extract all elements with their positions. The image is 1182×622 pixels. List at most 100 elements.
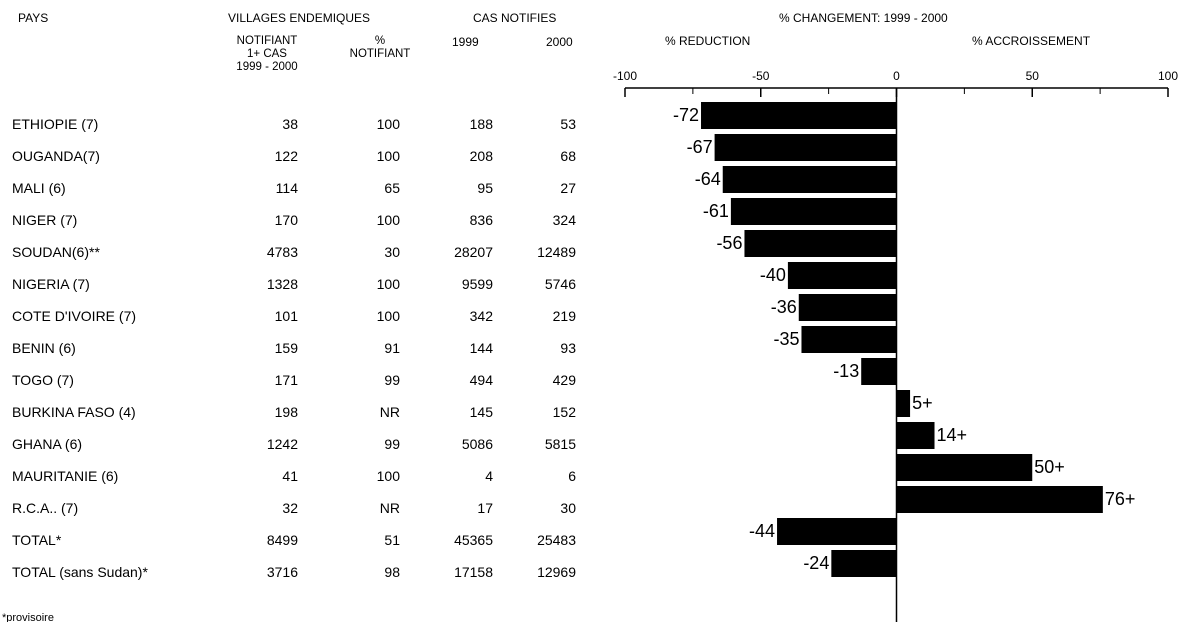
cell-2000: 12969 (537, 564, 576, 580)
header-notifiant: NOTIFIANT 1+ CAS 1999 - 2000 (222, 35, 312, 74)
cell-1999: 144 (469, 340, 493, 356)
bar-value-label: -24 (803, 553, 829, 573)
cell-1999: 145 (469, 404, 493, 420)
cell-notifiant: 198 (274, 404, 298, 420)
cell-pct-notifiant: 100 (376, 276, 400, 292)
cell-1999: 45365 (454, 532, 493, 548)
cell-pays: GHANA (6) (12, 436, 83, 452)
bar-value-label: -35 (773, 329, 799, 349)
cell-pct-notifiant: 99 (384, 372, 400, 388)
bar-value-label: -61 (703, 201, 729, 221)
cell-notifiant: 159 (274, 340, 298, 356)
bar-value-label: -40 (760, 265, 786, 285)
cell-1999: 494 (469, 372, 493, 388)
header-pct-notifiant-text: % NOTIFIANT (349, 35, 411, 60)
cell-2000: 6 (568, 468, 576, 484)
cell-2000: 93 (560, 340, 576, 356)
bar (777, 518, 897, 545)
header-col-2000: 2000 (546, 35, 573, 49)
cell-pays: NIGERIA (7) (12, 276, 90, 292)
cell-pays: MALI (6) (12, 180, 66, 196)
bar-value-label: -64 (695, 169, 721, 189)
bar-value-label: -72 (673, 105, 699, 125)
bar (831, 550, 897, 577)
bar-value-label: 5+ (912, 393, 933, 413)
bar-value-label: 50+ (1034, 457, 1065, 477)
header-notifiant-text: NOTIFIANT 1+ CAS 1999 - 2000 (236, 35, 298, 73)
bar (714, 134, 897, 161)
bar (722, 166, 897, 193)
cell-2000: 12489 (537, 244, 576, 260)
cell-pct-notifiant: NR (379, 500, 400, 516)
header-pays: PAYS (18, 11, 49, 25)
cell-1999: 342 (469, 308, 493, 324)
cell-pays: BENIN (6) (12, 340, 76, 356)
cell-1999: 95 (477, 180, 493, 196)
chart-title: % CHANGEMENT: 1999 - 2000 (779, 11, 948, 25)
cell-2000: 324 (552, 212, 576, 228)
x-tick-label: 50 (1026, 69, 1040, 83)
header-col-1999: 1999 (452, 35, 479, 49)
bar-value-label: -67 (687, 137, 713, 157)
bar (861, 358, 897, 385)
cell-notifiant: 8499 (266, 532, 298, 548)
cell-2000: 5815 (544, 436, 576, 452)
footnote: *provisoire (2, 612, 54, 622)
cell-notifiant: 122 (274, 148, 298, 164)
header-pct-notifiant: % NOTIFIANT (335, 35, 425, 61)
cell-1999: 836 (469, 212, 493, 228)
cell-pct-notifiant: 100 (376, 468, 400, 484)
cell-2000: 27 (560, 180, 576, 196)
bar (744, 230, 897, 257)
cell-pct-notifiant: 30 (384, 244, 400, 260)
cell-pays: TOTAL* (12, 532, 62, 548)
cell-pays: MAURITANIE (6) (12, 468, 119, 484)
cell-pct-notifiant: 91 (384, 340, 400, 356)
cell-pct-notifiant: 98 (384, 564, 400, 580)
cell-2000: 429 (552, 372, 576, 388)
bar-value-label: -44 (749, 521, 775, 541)
cell-2000: 25483 (537, 532, 576, 548)
bar (896, 454, 1033, 481)
cell-notifiant: 114 (275, 180, 298, 196)
cell-pays: R.C.A.. (7) (12, 500, 79, 516)
cell-1999: 5086 (461, 436, 493, 452)
bar (896, 486, 1103, 513)
cell-pays: TOGO (7) (12, 372, 74, 388)
cell-pct-notifiant: 99 (384, 436, 400, 452)
cell-pays: TOTAL (sans Sudan)* (12, 564, 148, 580)
cell-2000: 152 (552, 404, 576, 420)
bar (701, 102, 897, 129)
header-cas-group: CAS NOTIFIES (473, 11, 557, 25)
x-tick-label: 0 (893, 69, 900, 83)
cell-pct-notifiant: 51 (384, 532, 400, 548)
header-accroissement: % ACCROISSEMENT (972, 34, 1091, 48)
cell-pct-notifiant: 100 (376, 212, 400, 228)
bar (896, 422, 935, 449)
cell-2000: 68 (560, 148, 576, 164)
cell-1999: 28207 (454, 244, 493, 260)
header-villages-group: VILLAGES ENDEMIQUES (228, 11, 371, 25)
cell-notifiant: 101 (274, 308, 298, 324)
bar (801, 326, 897, 353)
cell-pct-notifiant: 100 (376, 148, 400, 164)
cell-pct-notifiant: 100 (376, 116, 400, 132)
cell-2000: 5746 (544, 276, 576, 292)
cell-pct-notifiant: 100 (376, 308, 400, 324)
cell-1999: 188 (469, 116, 493, 132)
bar (896, 390, 911, 417)
x-tick-label: -100 (613, 69, 637, 83)
cell-1999: 9599 (461, 276, 493, 292)
bar-value-label: 14+ (937, 425, 968, 445)
cell-notifiant: 170 (274, 212, 298, 228)
bar (798, 294, 897, 321)
cell-pays: BURKINA FASO (4) (12, 404, 136, 420)
cell-notifiant: 4783 (266, 244, 298, 260)
cell-pays: OUGANDA(7) (12, 148, 100, 164)
cell-notifiant: 171 (274, 372, 298, 388)
cell-pct-notifiant: 65 (384, 180, 400, 196)
header-reduction: % REDUCTION (665, 34, 751, 48)
cell-1999: 17158 (454, 564, 493, 580)
